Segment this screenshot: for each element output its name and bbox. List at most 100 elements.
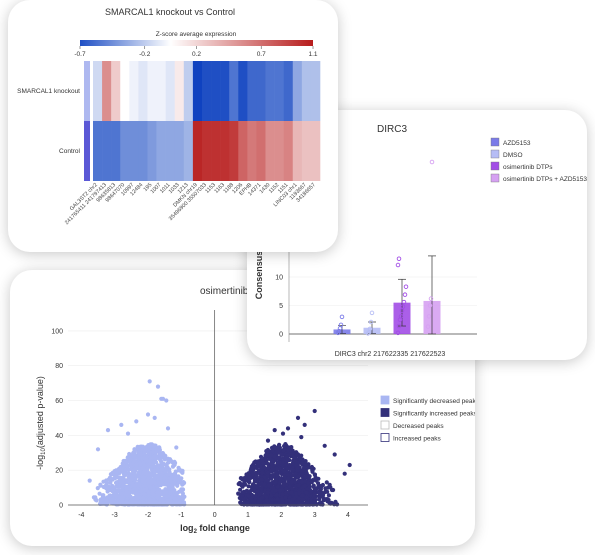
- volcano-x-tick-label: 4: [346, 512, 350, 519]
- heatmap-cell: [301, 61, 312, 121]
- volcano-point: [119, 422, 124, 427]
- volcano-point: [156, 480, 161, 485]
- heatmap-cell: [138, 121, 148, 181]
- volcano-point: [108, 472, 113, 477]
- dirc3-y-tick-label: 5: [279, 303, 283, 310]
- volcano-point: [290, 468, 295, 473]
- volcano-point: [152, 444, 157, 449]
- volcano-point: [318, 487, 323, 492]
- volcano-point: [136, 474, 141, 479]
- volcano-legend-label: Significantly increased peaks: [393, 411, 475, 418]
- volcano-point: [254, 484, 259, 490]
- volcano-point: [284, 486, 289, 491]
- volcano-point: [283, 502, 288, 507]
- volcano-point: [157, 473, 162, 478]
- volcano-point: [159, 467, 164, 473]
- volcano-point: [262, 482, 267, 487]
- volcano-title: osimertinib D: [200, 286, 258, 297]
- volcano-point: [276, 455, 282, 460]
- volcano-point: [125, 431, 131, 436]
- volcano-point: [176, 495, 182, 500]
- volcano-point: [164, 479, 169, 484]
- heatmap-cell: [283, 61, 294, 121]
- colorbar-title: Z-score average expression: [156, 31, 237, 38]
- dirc3-point: [429, 159, 435, 165]
- volcano-point: [110, 497, 115, 502]
- volcano-point: [165, 501, 170, 507]
- heatmap-cell: [111, 121, 121, 181]
- volcano-point: [169, 495, 174, 500]
- volcano-point: [160, 496, 165, 501]
- volcano-point: [342, 471, 347, 476]
- volcano-point: [282, 469, 287, 474]
- heatmap-row-label: Control: [59, 148, 81, 155]
- volcano-point: [107, 499, 113, 504]
- volcano-point: [165, 457, 170, 462]
- volcano-point: [239, 482, 244, 487]
- dirc3-legend: AZD5153 DMSO osimertinib DTPs osimertinib D…: [490, 137, 587, 183]
- volcano-point: [327, 482, 332, 487]
- volcano-x-tick-label: 0: [213, 512, 217, 519]
- volcano-point: [112, 487, 117, 492]
- volcano-point: [271, 485, 276, 490]
- volcano-point: [115, 488, 120, 493]
- volcano-legend-swatch: [380, 395, 390, 405]
- volcano-point: [135, 444, 140, 449]
- volcano-point: [285, 426, 291, 431]
- colorbar-tick-label: -0.2: [139, 51, 151, 58]
- volcano-point: [129, 474, 134, 479]
- dirc3-point: [338, 322, 344, 328]
- volcano-point: [260, 470, 265, 475]
- volcano-point: [304, 490, 309, 495]
- volcano-point: [258, 454, 264, 459]
- volcano-point: [167, 486, 172, 491]
- volcano-legend: Significantly decreased peaks Significant…: [380, 395, 475, 443]
- volcano-point: [259, 477, 264, 482]
- volcano-point: [269, 453, 274, 458]
- volcano-point: [272, 428, 277, 433]
- volcano-point: [305, 499, 310, 504]
- volcano-point: [323, 486, 328, 491]
- volcano-point: [172, 462, 177, 467]
- heatmap-cell: [247, 61, 257, 121]
- volcano-point: [160, 481, 165, 487]
- volcano-point: [152, 471, 157, 476]
- volcano-point: [287, 463, 292, 468]
- volcano-x-tick-label: 3: [313, 512, 317, 519]
- volcano-point: [285, 458, 290, 463]
- volcano-point: [240, 477, 245, 482]
- dirc3-legend-label: osimertinib DTPs + AZD5153: [503, 176, 587, 183]
- volcano-y-tick-label: 40: [55, 433, 63, 440]
- volcano-point: [301, 468, 306, 473]
- volcano-point: [262, 465, 267, 470]
- volcano-point: [335, 502, 340, 507]
- heatmap-cell: [256, 121, 266, 181]
- volcano-point: [275, 460, 280, 465]
- volcano-x-tick-label: 2: [279, 512, 283, 519]
- volcano-point: [302, 483, 307, 488]
- heatmap-cell: [192, 121, 203, 181]
- dirc3-legend-swatch: [490, 173, 500, 183]
- volcano-point: [302, 422, 307, 427]
- heatmap-cell: [265, 121, 275, 181]
- volcano-point: [148, 443, 153, 448]
- volcano-point: [155, 490, 160, 495]
- dirc3-y-label: Consensus: [254, 251, 264, 300]
- volcano-point: [182, 502, 187, 507]
- volcano-point: [95, 486, 100, 491]
- volcano-point: [122, 468, 128, 473]
- volcano-point: [108, 480, 113, 485]
- dirc3-legend-swatch: [490, 137, 500, 147]
- volcano-point: [124, 487, 129, 492]
- colorbar-tick-label: 0.7: [257, 51, 266, 58]
- row-group-strip: [84, 121, 90, 181]
- volcano-point: [303, 474, 308, 479]
- heatmap-cell: [292, 121, 303, 181]
- heatmap-cell: [111, 61, 121, 121]
- volcano-point: [114, 471, 119, 476]
- volcano-point: [95, 447, 101, 452]
- volcano-point: [141, 466, 146, 471]
- dirc3-legend-swatch: [490, 161, 500, 171]
- dirc3-point: [403, 284, 409, 289]
- heatmap-cell: [165, 121, 176, 181]
